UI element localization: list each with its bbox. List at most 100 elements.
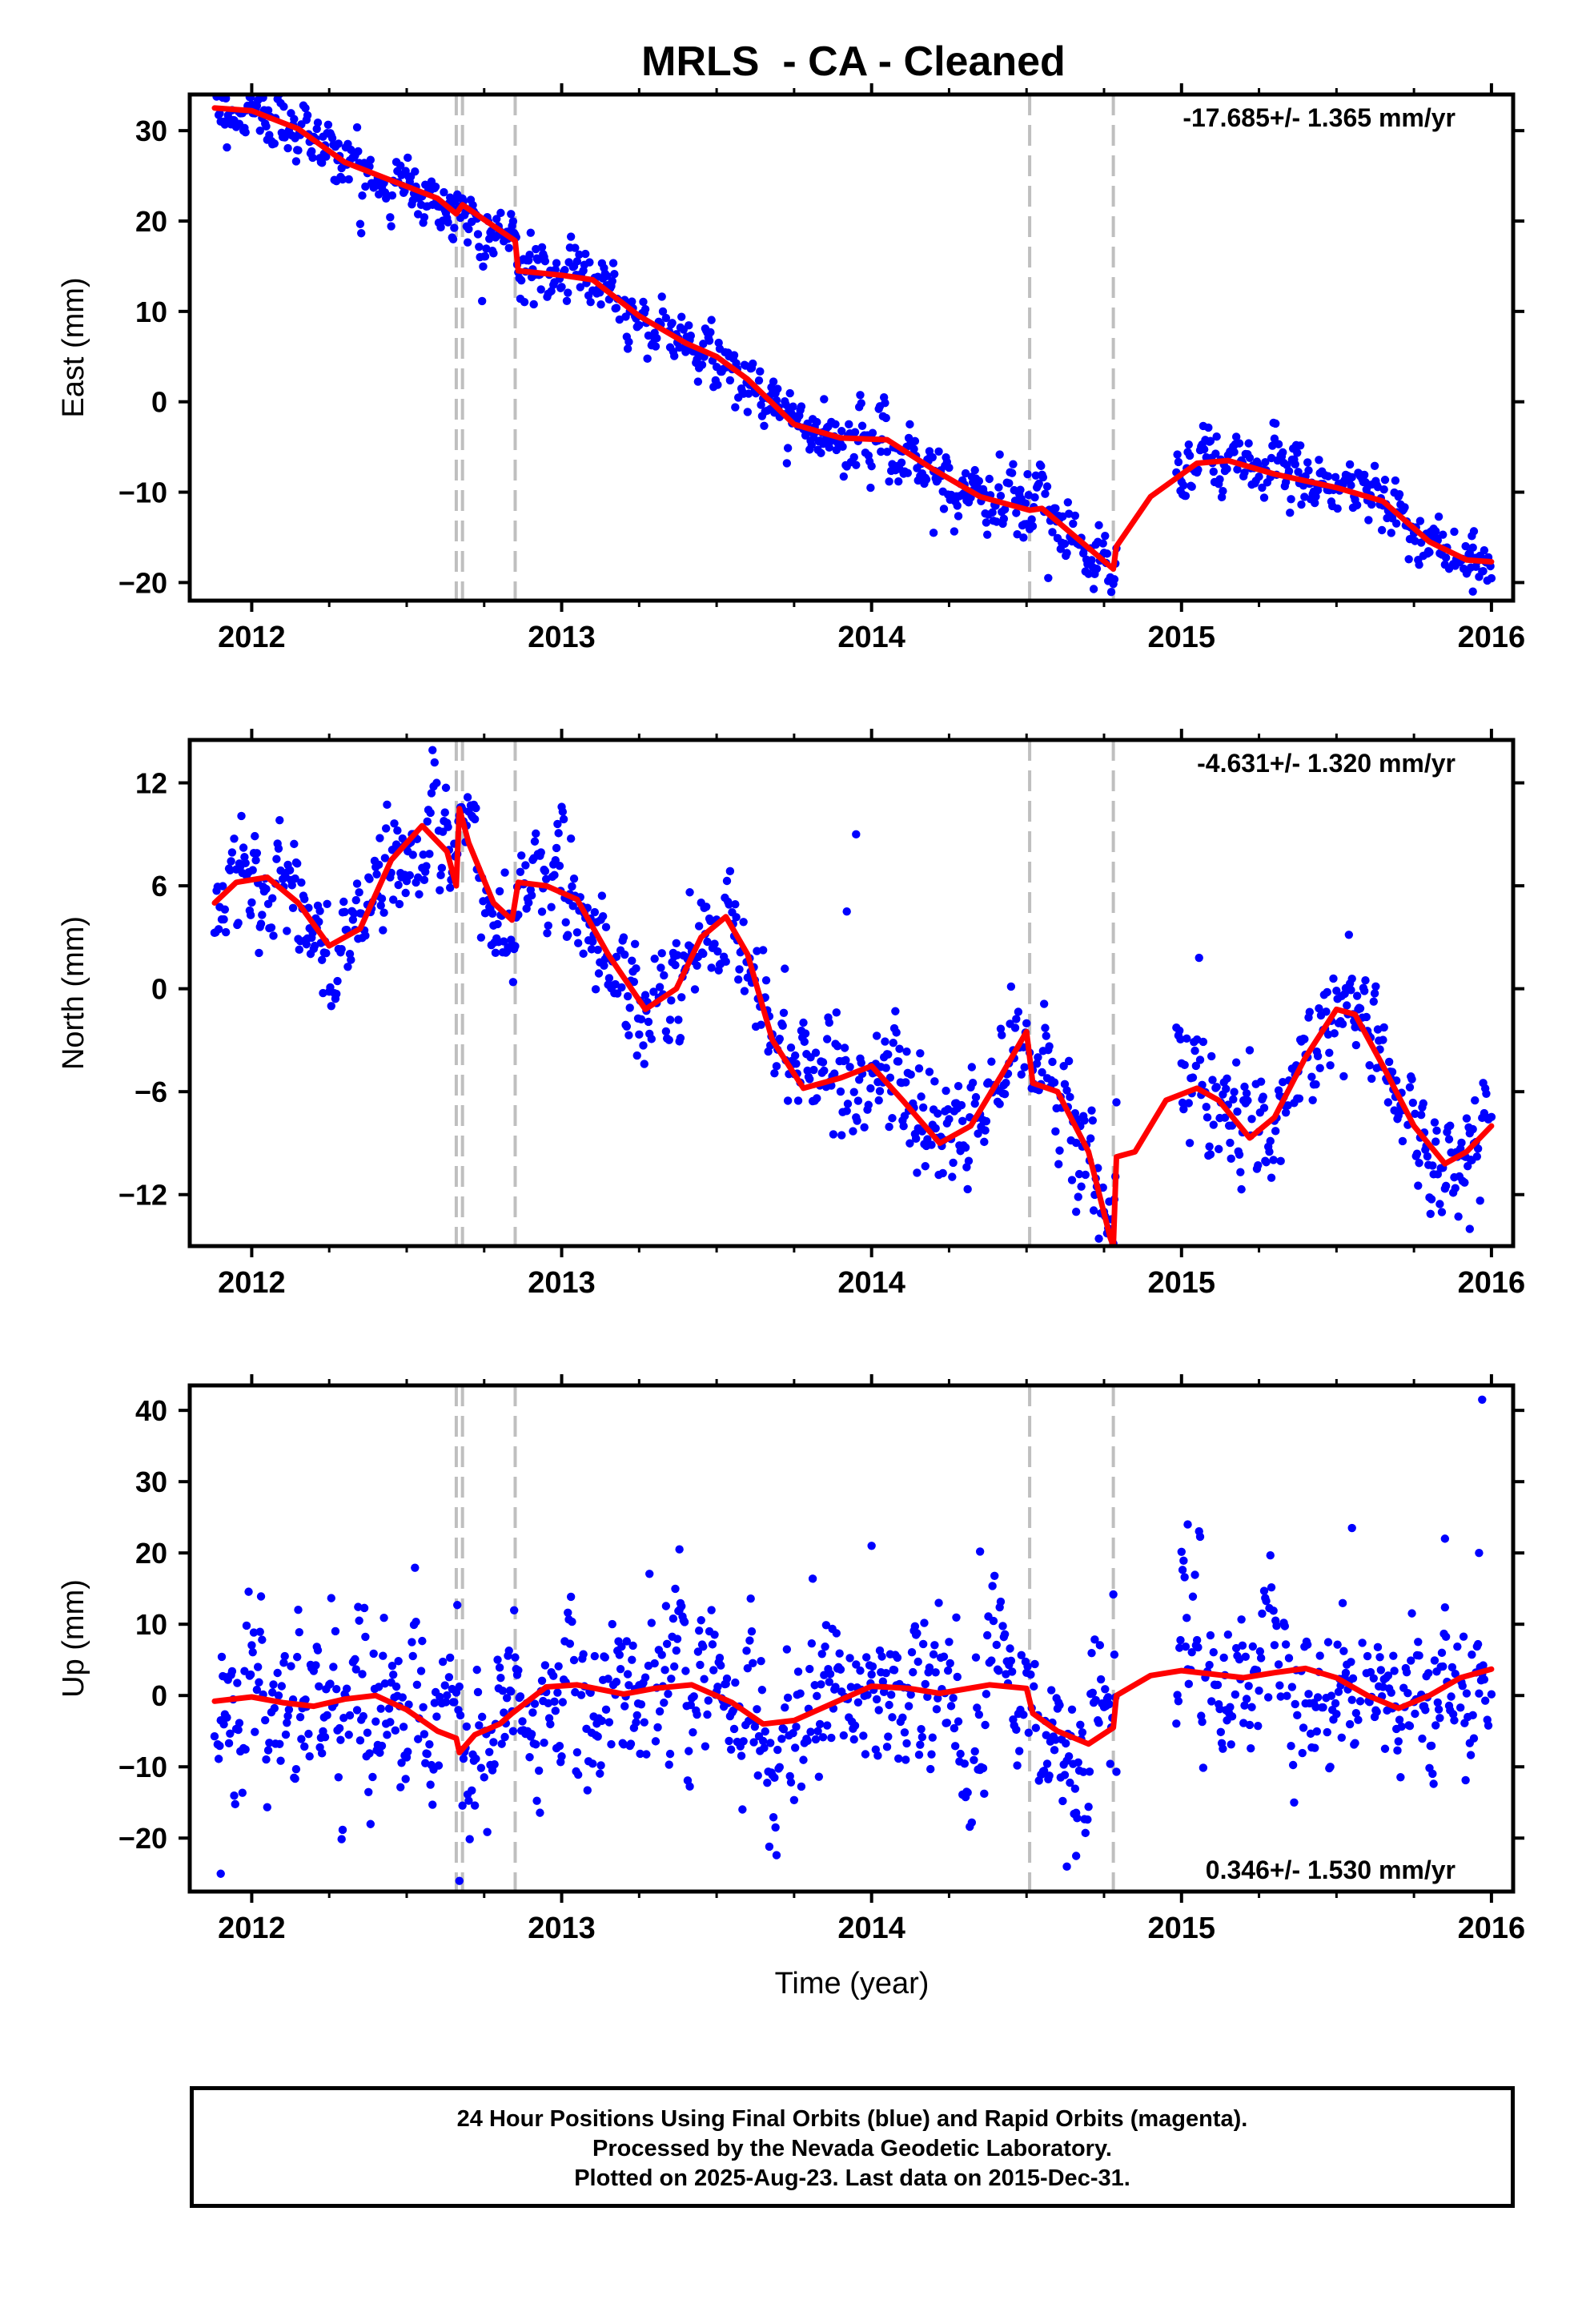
data-point	[1482, 1089, 1491, 1098]
data-point	[248, 1647, 257, 1657]
data-point	[1275, 1681, 1284, 1690]
data-point	[214, 925, 223, 934]
data-point	[475, 1721, 484, 1730]
data-point	[651, 1737, 661, 1746]
data-point	[1247, 1115, 1256, 1124]
data-point	[1435, 1714, 1444, 1723]
data-point	[903, 468, 913, 477]
data-point	[685, 1782, 694, 1791]
data-point	[311, 1661, 320, 1670]
data-point	[1294, 468, 1303, 476]
data-point	[428, 1800, 437, 1809]
data-point	[1334, 1687, 1343, 1696]
data-point	[497, 1739, 506, 1748]
data-point	[1370, 989, 1379, 998]
data-point	[982, 518, 991, 527]
data-point	[995, 450, 1004, 459]
data-point	[1184, 440, 1194, 449]
data-point	[1396, 1773, 1405, 1782]
data-point	[1185, 1139, 1195, 1148]
data-point	[1387, 529, 1395, 537]
data-point	[1434, 1705, 1443, 1714]
data-point	[1347, 974, 1356, 983]
data-point	[981, 1126, 990, 1135]
data-point	[1281, 477, 1291, 487]
data-point	[639, 1041, 648, 1050]
data-point	[825, 1678, 833, 1687]
x-tick-label: 2015	[1148, 1266, 1216, 1300]
data-point	[1102, 549, 1112, 558]
data-point	[1447, 1663, 1457, 1672]
data-point	[566, 834, 576, 843]
data-point	[1078, 1767, 1088, 1776]
data-point	[295, 1627, 303, 1637]
data-point	[315, 907, 324, 915]
data-point	[813, 417, 821, 427]
data-point	[952, 1613, 961, 1622]
data-point	[815, 1719, 825, 1729]
data-point	[1187, 482, 1196, 492]
data-point	[645, 1570, 654, 1578]
data-point	[275, 1739, 284, 1749]
data-point	[931, 1124, 940, 1133]
data-point	[1308, 1096, 1317, 1105]
data-point	[432, 778, 441, 787]
data-point	[540, 256, 550, 266]
y-tick-label: 20	[135, 205, 167, 238]
data-point	[221, 927, 231, 937]
data-point	[217, 1652, 227, 1662]
data-point	[1400, 503, 1409, 512]
data-point	[1240, 1082, 1249, 1092]
data-point	[1265, 1147, 1274, 1156]
data-point	[1428, 1769, 1437, 1779]
data-point	[868, 1662, 877, 1671]
data-point	[337, 1835, 346, 1844]
velocity-label: -17.685+/- 1.365 mm/yr	[1182, 103, 1456, 132]
data-point	[1351, 1023, 1359, 1031]
data-point	[444, 822, 452, 831]
data-point	[635, 1030, 644, 1039]
data-point	[1397, 1722, 1406, 1731]
data-point	[693, 961, 701, 970]
data-point	[1081, 1828, 1090, 1838]
data-point	[275, 815, 284, 825]
data-point	[587, 945, 596, 954]
data-point	[1098, 539, 1107, 548]
data-point	[1311, 498, 1319, 508]
data-point	[905, 420, 914, 429]
data-point	[351, 895, 360, 905]
data-point	[411, 1563, 420, 1572]
data-point	[1337, 1733, 1346, 1742]
data-point	[1215, 1144, 1223, 1154]
data-point	[608, 276, 616, 286]
data-point	[1048, 528, 1057, 537]
data-point	[395, 899, 404, 909]
data-point	[255, 1627, 264, 1636]
data-point	[1380, 476, 1390, 485]
data-point	[496, 208, 505, 218]
data-point	[1487, 573, 1496, 583]
data-point	[1215, 475, 1224, 484]
data-point	[757, 400, 765, 409]
data-point	[355, 1736, 365, 1745]
data-point	[1444, 1135, 1454, 1144]
data-point	[914, 1750, 924, 1759]
data-point	[982, 1690, 991, 1699]
data-point	[1175, 1643, 1184, 1652]
data-point	[796, 1689, 805, 1698]
data-point	[665, 1035, 673, 1044]
data-point	[632, 1718, 640, 1727]
data-point	[215, 1741, 224, 1751]
data-point	[1000, 1630, 1010, 1638]
data-point	[930, 1077, 939, 1086]
data-point	[583, 1786, 592, 1795]
data-point	[914, 1063, 924, 1073]
data-point	[807, 440, 817, 449]
data-point	[657, 949, 666, 958]
y-tick-label: −20	[118, 1822, 167, 1855]
data-point	[1172, 1719, 1181, 1728]
data-point	[1230, 1088, 1239, 1096]
data-point	[845, 1063, 854, 1072]
data-point	[970, 1747, 979, 1756]
data-point	[1242, 1089, 1251, 1098]
